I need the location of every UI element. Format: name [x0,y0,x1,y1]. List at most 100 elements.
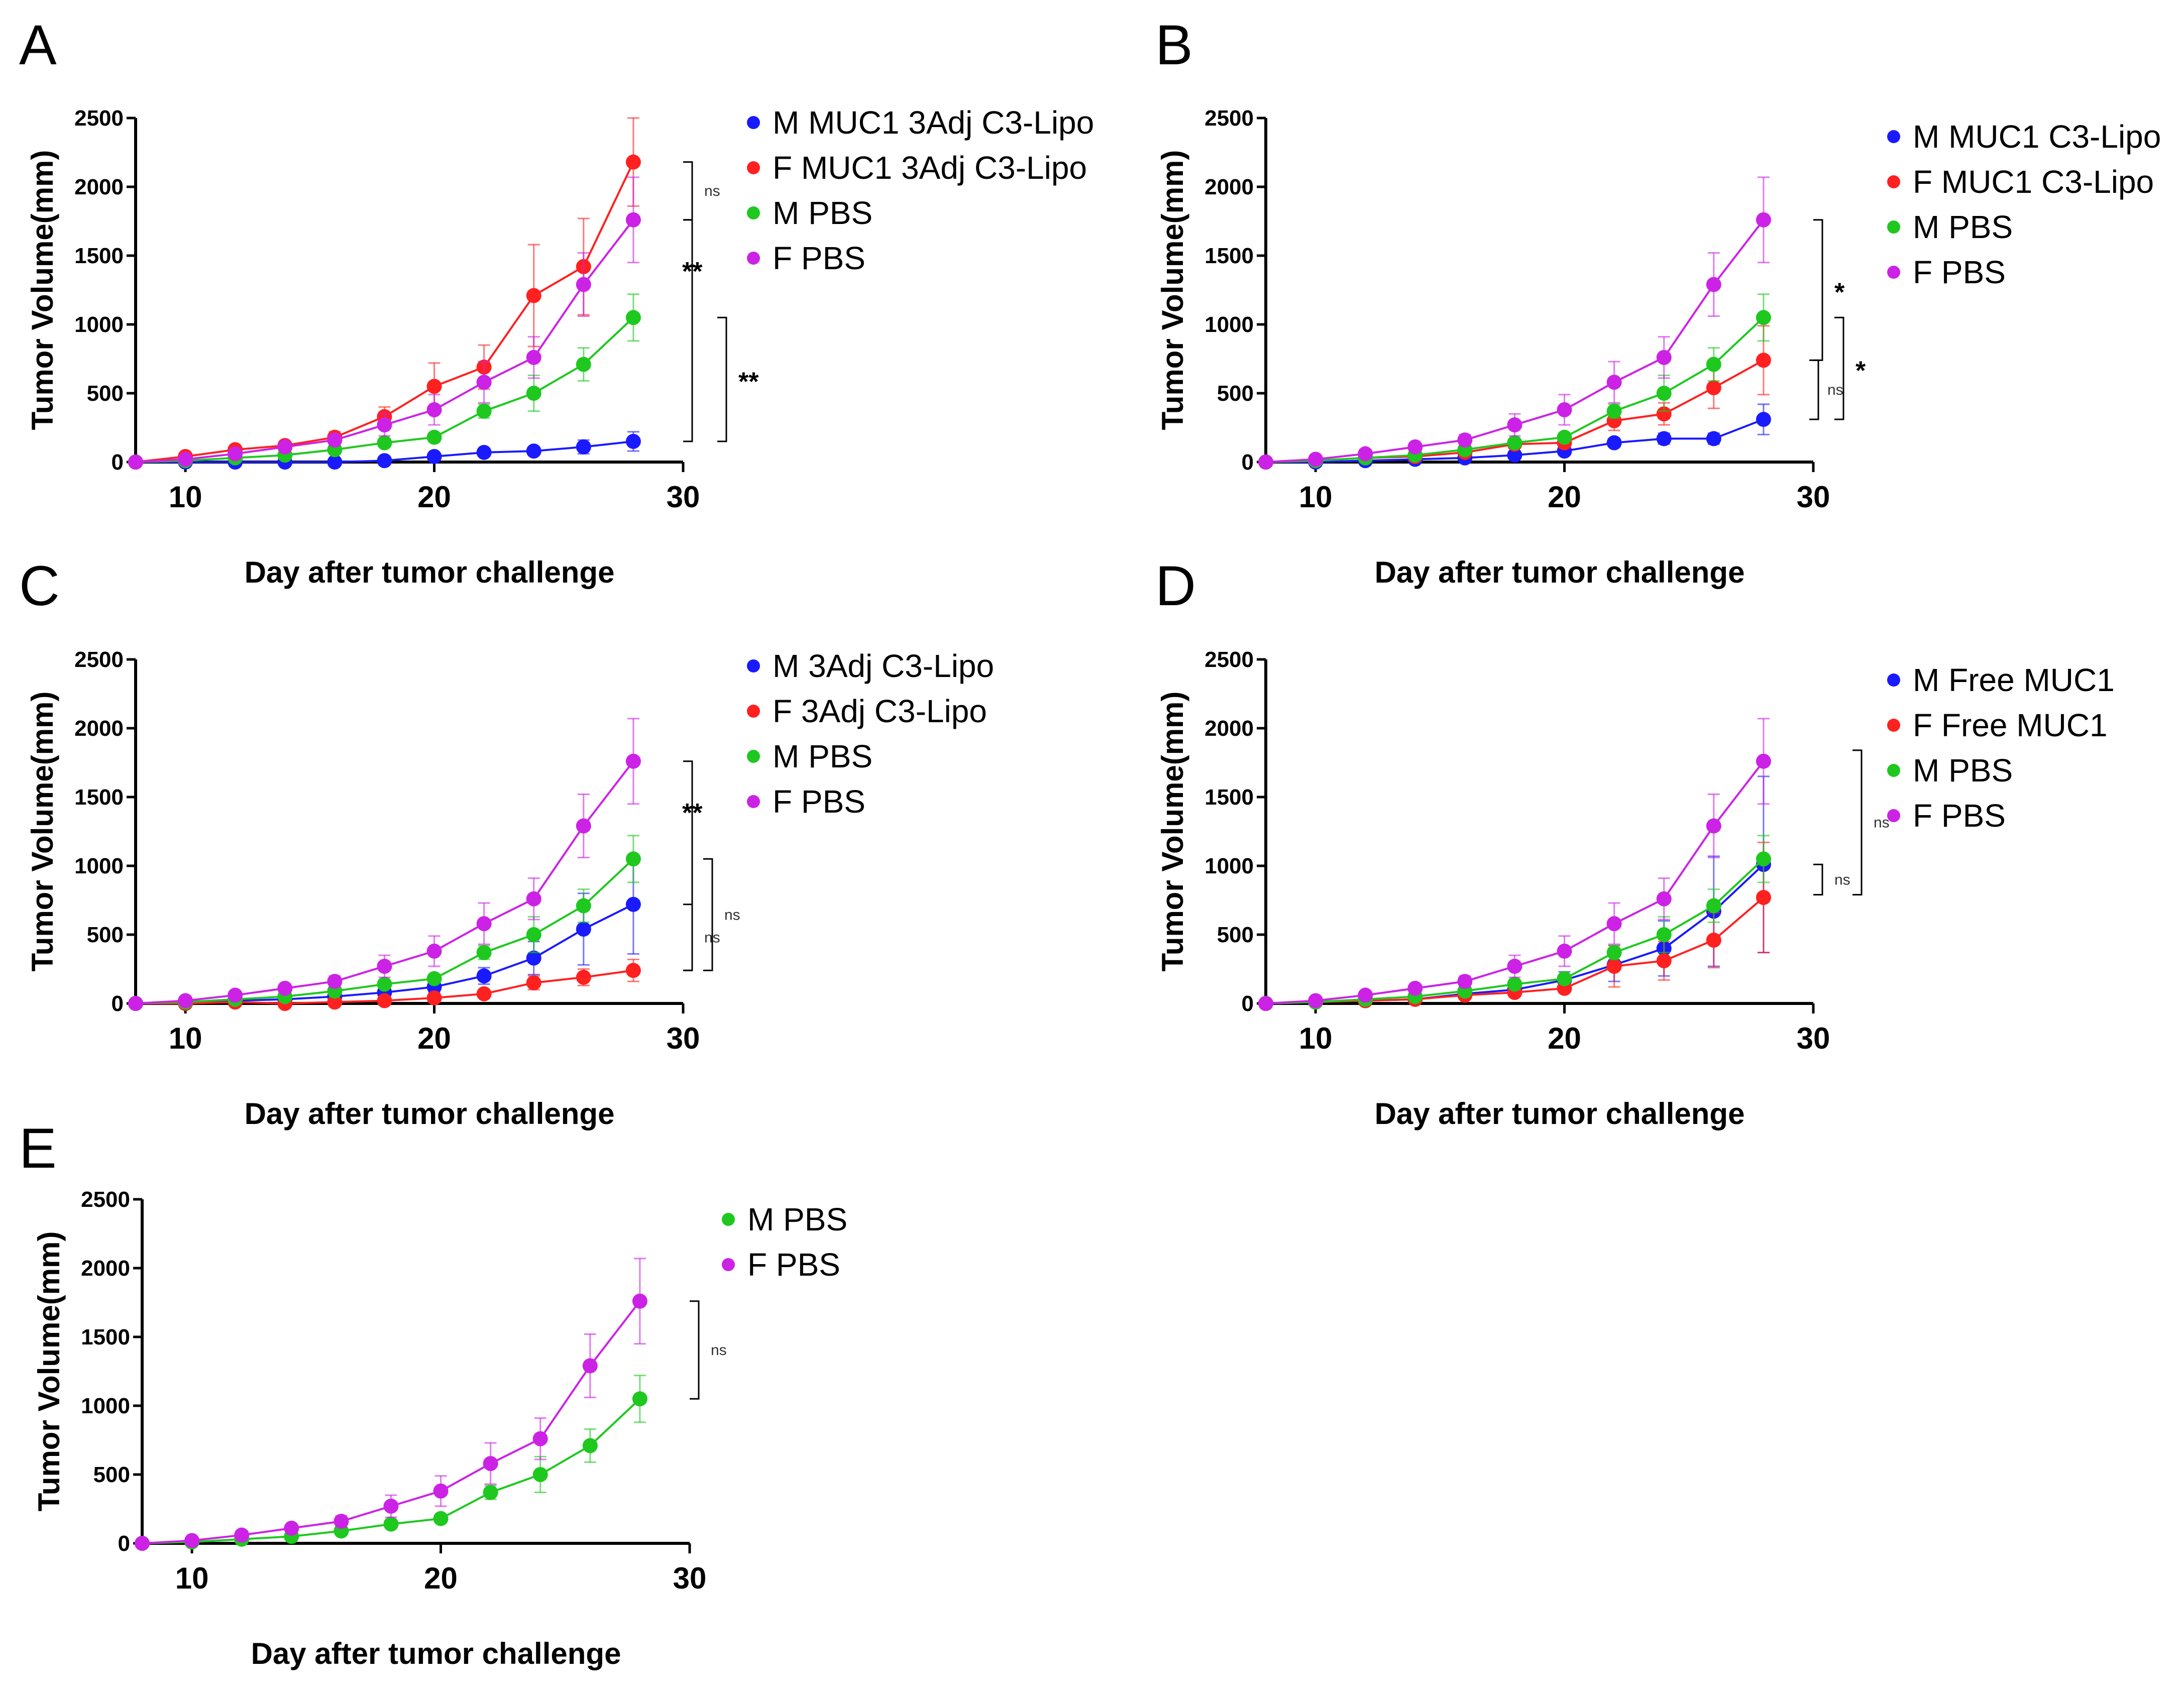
x-tick-label: 10 [1299,1022,1333,1055]
data-point [1756,851,1771,867]
legend-marker [747,659,760,672]
legend-label: M PBS [773,738,872,774]
legend-marker [747,750,760,763]
significance-bracket: ** [717,316,759,442]
data-point [1507,417,1522,433]
x-tick-label: 30 [667,480,700,514]
data-point [526,927,541,942]
bracket-line [1809,359,1819,420]
y-tick-label: 500 [1217,923,1254,947]
data-point [582,1438,598,1453]
legend-marker [747,252,760,265]
x-tick-label: 20 [424,1561,458,1595]
panel-letter: D [1155,554,1196,617]
significance-bracket: ns [683,904,720,971]
y-tick-label: 2500 [1205,106,1254,131]
bracket-line [683,760,693,971]
data-point [377,976,392,992]
data-point [526,443,541,459]
y-tick-label: 0 [1242,450,1254,475]
y-axis-label: Tumor Volume(mm) [26,150,59,430]
data-point [1308,993,1324,1008]
y-tick-label: 1500 [74,785,124,810]
data-point [1656,953,1672,969]
legend-marker [722,1258,735,1271]
series-m-pbs [1258,293,1771,470]
data-point [526,950,541,966]
data-point [632,1293,647,1309]
data-point [426,429,442,445]
x-tick-label: 30 [1797,1022,1830,1055]
significance-bracket: * [1813,219,1845,361]
y-tick-label: 2000 [1205,716,1254,741]
significance-bracket: * [1834,316,1866,420]
data-point [1756,353,1771,368]
x-tick-label: 10 [175,1561,209,1595]
y-axis-label: Tumor Volume(mm) [1156,150,1189,430]
data-point [576,898,591,914]
bracket-line [1834,316,1844,420]
data-point [1656,350,1672,365]
data-point [1606,435,1622,450]
legend-label: F PBS [1913,254,2006,290]
legend-marker [1887,175,1900,188]
y-tick-label: 2000 [74,175,124,199]
data-point [476,403,492,419]
significance-label: ** [682,799,703,828]
series-f-pbs [128,176,641,470]
data-point [426,971,442,986]
data-point [476,916,492,932]
y-tick-label: 2000 [74,716,124,741]
legend-marker [747,206,760,219]
data-point [1407,439,1423,455]
panel-letter: A [19,14,57,76]
bracket-line [683,904,693,971]
data-point [334,1514,349,1529]
legend-label: M PBS [1913,209,2013,245]
panel-B: B 0 500 1000 1500 2000 2500 10 20 30 Tumor Volume(… [1155,14,2161,589]
data-point [1457,432,1473,448]
x-tick-label: 30 [673,1561,707,1595]
panel-letter: E [19,1117,57,1180]
data-point [433,1483,449,1499]
data-point [426,943,442,959]
data-point [1706,277,1721,292]
legend-marker [747,795,760,808]
legend-label: M PBS [747,1201,847,1237]
series-m-pbs [135,1375,647,1551]
data-point [1507,976,1522,992]
data-point [327,432,343,448]
data-point [526,975,541,990]
legend-marker [1887,809,1900,822]
significance-bracket: ns [690,1300,727,1400]
legend-label: M Free MUC1 [1913,662,2115,698]
data-point [1258,455,1273,470]
data-point [1706,380,1721,396]
bracket-line [690,1300,700,1400]
bracket-line [717,316,727,442]
data-point [1756,890,1771,906]
significance-label: * [1834,278,1845,307]
y-axis-label: Tumor Volume(mm) [1156,692,1189,972]
data-point [1407,980,1423,996]
significance-bracket: ns [1809,359,1843,420]
data-point [1308,452,1324,467]
data-point [625,433,641,449]
bracket-line [1813,219,1823,361]
legend-marker [1887,673,1900,687]
x-axis-label: Day after tumor challenge [251,1637,621,1670]
x-axis-label: Day after tumor challenge [245,1097,615,1131]
panel-C: C 0 500 1000 1500 2000 2500 10 20 30 Tumor Volume(… [19,554,994,1131]
series-m-pbs [128,293,641,470]
x-axis-label: Day after tumor challenge [245,555,615,589]
data-point [476,968,492,984]
y-tick-label: 500 [1217,381,1254,406]
y-tick-label: 1000 [1205,854,1254,878]
data-point [426,379,442,394]
data-point [1706,932,1721,948]
significance-bracket: ns [1852,749,1890,896]
legend-label: M PBS [773,195,872,231]
data-point [476,444,492,460]
y-tick-label: 0 [1242,991,1254,1016]
x-tick-label: 10 [169,1022,202,1055]
